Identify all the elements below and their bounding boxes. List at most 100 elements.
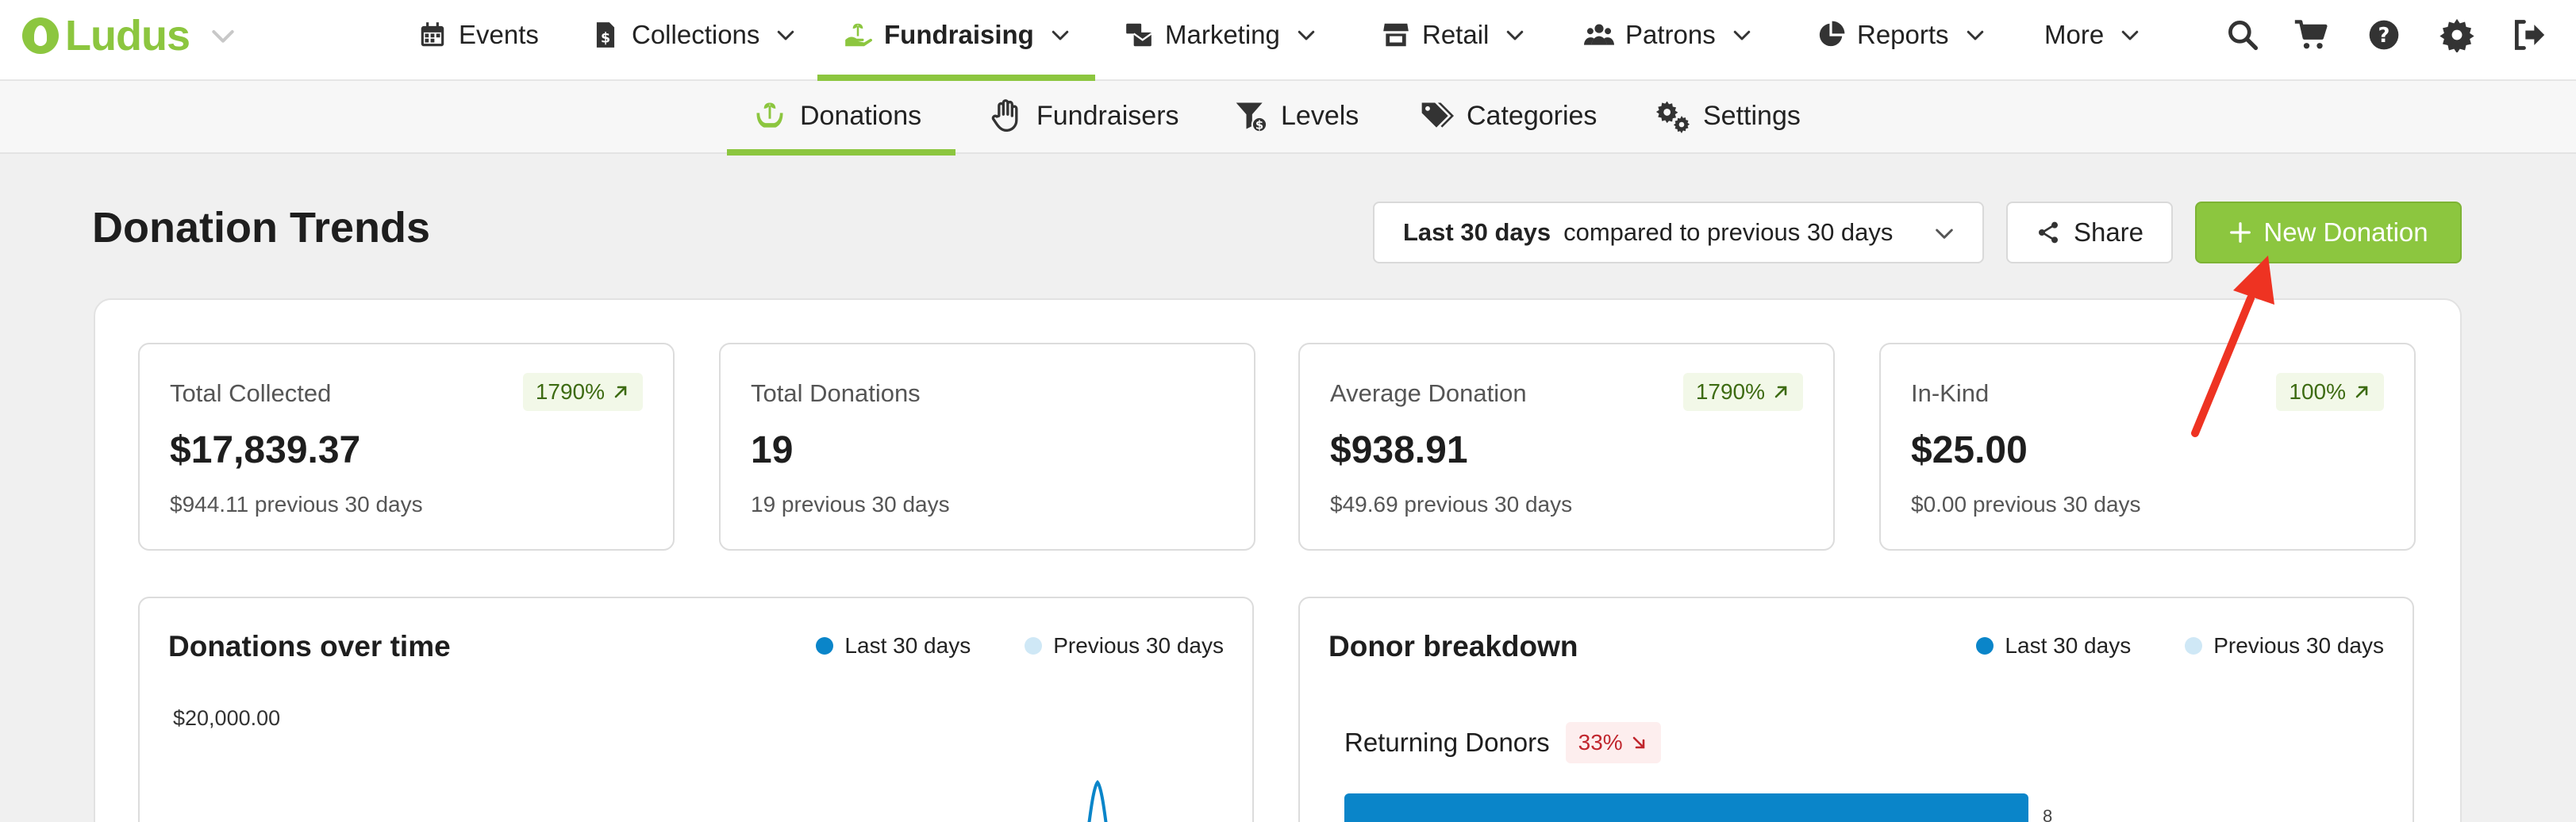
hand-holding-seedling-icon	[845, 23, 873, 47]
subnav-levels-label: Levels	[1281, 100, 1359, 131]
stat-value: 19	[751, 429, 794, 471]
trend-up-badge: 100%	[2276, 373, 2384, 411]
active-subnav-indicator	[727, 149, 955, 156]
legend-current: Last 30 days	[844, 633, 971, 658]
calendar-icon	[421, 22, 444, 47]
nav-reports[interactable]: Reports	[1816, 0, 1987, 70]
nav-collections-label: Collections	[632, 20, 760, 49]
chevron-down-icon	[1052, 30, 1069, 40]
search-icon[interactable]	[2225, 17, 2260, 52]
invoice-dollar-icon: $	[596, 22, 615, 48]
subnav-donations[interactable]: Donations	[752, 81, 921, 151]
sub-nav: Donations Fundraisers $ Levels Categorie…	[0, 81, 2576, 156]
logo-text: Ludus	[65, 12, 190, 60]
returning-donors-bar	[1344, 793, 2028, 822]
nav-patrons[interactable]: Patrons	[1584, 0, 1754, 70]
pie-chart-icon	[1819, 21, 1845, 47]
chart-legend: Last 30 days Previous 30 days	[816, 633, 1224, 659]
chevron-down-icon	[778, 30, 794, 40]
nav-reports-label: Reports	[1857, 20, 1949, 49]
bar-value-label: 8	[2043, 806, 2053, 822]
trend-down-badge: 33%	[1565, 722, 1661, 763]
nav-fundraising[interactable]: Fundraising	[843, 0, 1072, 70]
stat-label: In-Kind	[1911, 379, 1990, 407]
subnav-categories-label: Categories	[1467, 100, 1598, 131]
nav-marketing-label: Marketing	[1165, 20, 1280, 49]
chart-legend: Last 30 days Previous 30 days	[1976, 633, 2384, 659]
nav-retail[interactable]: Retail	[1381, 0, 1527, 70]
share-label: Share	[2073, 217, 2144, 247]
app-logo[interactable]: Ludus	[22, 11, 239, 60]
legend-dot-current	[1976, 637, 1994, 655]
hand-holding-seedling-icon	[756, 102, 783, 128]
stat-average-donation: Average Donation 1790% $938.91 $49.69 pr…	[1298, 343, 1835, 551]
donor-breakdown-panel: Donor breakdown Last 30 days Previous 30…	[1298, 597, 2414, 822]
chevron-down-icon	[2121, 30, 2139, 40]
y-axis-top-label: $20,000.00	[173, 706, 281, 730]
stat-previous: $49.69 previous 30 days	[1330, 492, 1573, 517]
stat-label: Total Collected	[170, 379, 332, 407]
subnav-levels[interactable]: $ Levels	[1233, 81, 1359, 151]
legend-dot-previous	[2185, 637, 2203, 655]
legend-current: Last 30 days	[2005, 633, 2132, 658]
stat-previous: $944.11 previous 30 days	[170, 492, 423, 517]
plus-icon	[2230, 222, 2251, 243]
svg-text:?: ?	[2378, 24, 2390, 48]
chevron-down-icon	[1733, 30, 1750, 40]
returning-donors-row: Returning Donors 33%	[1344, 722, 1661, 763]
subnav-fundraisers[interactable]: Fundraisers	[989, 81, 1179, 151]
active-nav-indicator	[817, 75, 1095, 81]
subnav-settings-label: Settings	[1703, 100, 1801, 131]
subnav-categories[interactable]: Categories	[1419, 81, 1597, 151]
badge-text: 1790%	[1695, 379, 1765, 404]
cart-icon[interactable]	[2293, 17, 2328, 52]
date-range-select[interactable]: Last 30 days compared to previous 30 day…	[1373, 202, 1984, 263]
stat-value: $938.91	[1330, 429, 1468, 471]
chevron-down-icon	[1967, 30, 1983, 40]
chevron-down-icon	[1298, 30, 1315, 40]
stat-value: $17,839.37	[170, 429, 361, 471]
stat-value: $25.00	[1911, 429, 2028, 471]
page-title: Donation Trends	[92, 204, 431, 252]
new-donation-button[interactable]: New Donation	[2195, 202, 2462, 263]
chevron-down-icon	[1936, 229, 1953, 239]
subnav-settings[interactable]: Settings	[1655, 81, 1801, 151]
arrow-up-right-icon	[2355, 386, 2368, 398]
store-icon	[1383, 23, 1409, 47]
nav-more[interactable]: More	[2044, 0, 2142, 70]
nav-patrons-label: Patrons	[1625, 20, 1716, 49]
nav-events-label: Events	[459, 20, 539, 49]
mail-bulk-icon	[1126, 23, 1152, 47]
share-button[interactable]: Share	[2006, 202, 2173, 263]
help-icon[interactable]: ?	[2366, 17, 2401, 52]
gears-icon	[1655, 101, 1690, 133]
stat-total-donations: Total Donations 19 19 previous 30 days	[719, 343, 1255, 551]
nav-marketing[interactable]: Marketing	[1124, 0, 1318, 70]
top-nav: Ludus Events $ Collections Fundraising M…	[0, 0, 2576, 81]
raised-hand-icon	[991, 99, 1018, 132]
svg-text:$: $	[1255, 119, 1263, 133]
nav-events[interactable]: Events	[417, 0, 539, 70]
share-icon	[2038, 221, 2058, 244]
tags-icon	[1421, 102, 1454, 128]
stat-label: Total Donations	[751, 379, 921, 407]
chevron-down-icon[interactable]	[207, 20, 239, 52]
donations-over-time-panel: Donations over time Last 30 days Previou…	[138, 597, 1254, 822]
arrow-up-right-icon	[1774, 386, 1787, 398]
arrow-down-right-icon	[1632, 736, 1644, 749]
subnav-fundraisers-label: Fundraisers	[1036, 100, 1179, 131]
filter-dollar-icon: $	[1236, 102, 1268, 133]
nav-retail-label: Retail	[1422, 20, 1490, 49]
returning-donors-label: Returning Donors	[1344, 728, 1550, 757]
sign-out-icon[interactable]	[2511, 17, 2546, 52]
trend-up-badge: 1790%	[1682, 373, 1803, 411]
badge-text: 100%	[2289, 379, 2346, 404]
donations-line	[1087, 779, 1108, 822]
badge-text: 33%	[1578, 730, 1623, 755]
stat-label: Average Donation	[1330, 379, 1527, 407]
new-donation-label: New Donation	[2263, 217, 2428, 247]
gear-icon[interactable]	[2440, 17, 2474, 52]
legend-dot-current	[816, 637, 834, 655]
legend-dot-previous	[1025, 637, 1043, 655]
nav-collections[interactable]: $ Collections	[590, 0, 798, 70]
